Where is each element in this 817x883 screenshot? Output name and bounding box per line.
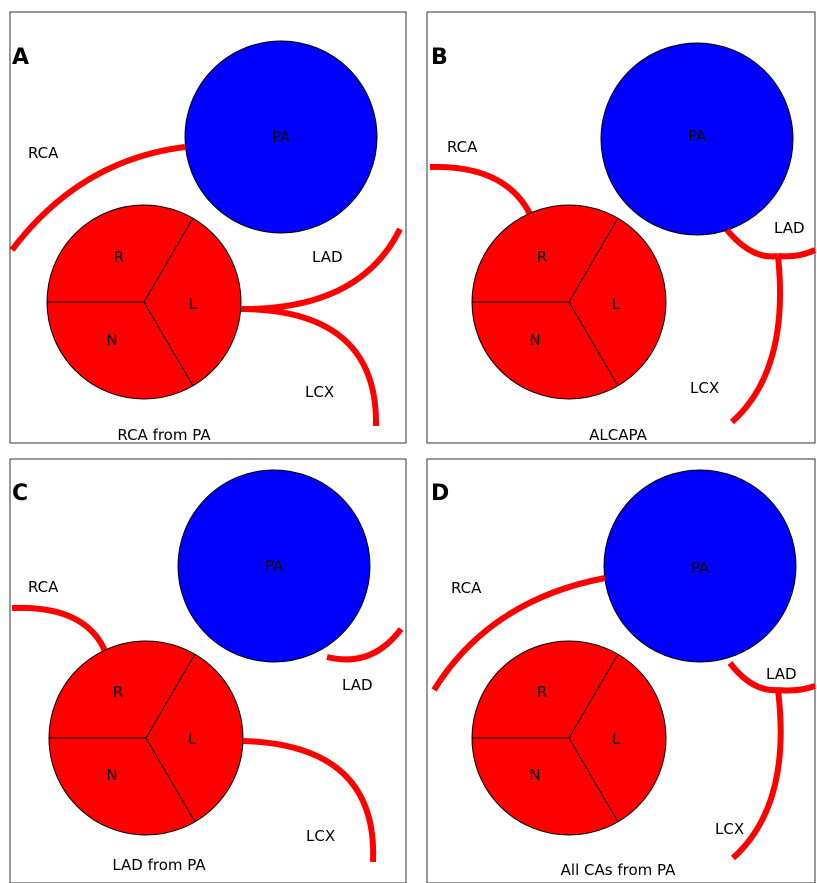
aortic-root [471, 204, 667, 400]
panel-b-frame [426, 11, 816, 444]
lad-vessel [240, 227, 403, 313]
left-cusp-label: L [612, 730, 621, 748]
panel-d-letter: D [431, 481, 449, 506]
noncoronary-cusp-label: N [529, 331, 540, 349]
panel-d-frame [426, 458, 816, 883]
noncoronary-cusp-label: N [106, 331, 117, 349]
lad-label: LAD [774, 219, 805, 237]
left-cusp-label: L [189, 295, 198, 313]
pa-label: PA [688, 127, 707, 145]
pa-label: PA [691, 559, 710, 577]
panel-c-frame [9, 458, 407, 883]
rca-label: RCA [447, 138, 478, 156]
panel-c-letter: C [12, 481, 28, 506]
aortic-root [46, 204, 242, 400]
noncoronary-cusp-label: N [106, 766, 117, 784]
lcx-label: LCX [306, 827, 335, 845]
rca-label: RCA [28, 578, 59, 596]
right-cusp-label: R [114, 248, 124, 266]
panel-b-letter: B [431, 45, 448, 70]
rca-vessel [9, 144, 186, 252]
cusp-divider-bottom [568, 301, 619, 387]
lad-vessel-distal [777, 683, 816, 694]
pa-label: PA [265, 557, 284, 575]
right-cusp-label: R [537, 248, 547, 266]
lad-vessel [724, 228, 779, 260]
lcx-label: LCX [715, 820, 744, 838]
rca-vessel [429, 163, 533, 216]
lad-vessel [326, 627, 404, 663]
right-cusp-label: R [113, 683, 123, 701]
pulmonary-artery [600, 42, 794, 236]
cusp-divider-top [143, 217, 194, 303]
left-cusp-label: L [612, 295, 621, 313]
lad-label: LAD [342, 676, 373, 694]
lcx-label: LCX [690, 379, 719, 397]
rca-label: RCA [451, 579, 482, 597]
cusp-divider-top [145, 653, 196, 739]
right-cusp-label: R [537, 683, 547, 701]
lad-label: LAD [766, 665, 797, 683]
pa-label: PA [272, 128, 291, 146]
cusp-divider-bottom [145, 737, 196, 823]
lcx-label: LCX [305, 383, 334, 401]
panel-d: D PA RCA R L N LAD LCX All CAs from PA [426, 458, 816, 883]
panel-a-frame [9, 11, 407, 444]
aortic-root [471, 640, 667, 836]
lad-label: LAD [312, 248, 343, 266]
left-cusp-label: L [188, 730, 197, 748]
lcx-vessel [730, 689, 784, 861]
rca-vessel [11, 604, 108, 653]
panel-a: A PA RCA R L N LAD LCX RCA from PA [9, 11, 407, 444]
panel-c-caption: LAD from PA [112, 856, 206, 874]
panel-d-caption: All CAs from PA [561, 861, 676, 879]
lcx-vessel [729, 255, 783, 425]
cusp-divider-top [568, 217, 619, 303]
pulmonary-artery [177, 469, 371, 663]
lcx-vessel [240, 306, 380, 427]
lcx-vessel [242, 738, 377, 863]
panel-a-letter: A [12, 45, 29, 70]
cusp-divider-bottom [568, 737, 619, 823]
cusp-divider-top [568, 653, 619, 739]
aortic-root [48, 640, 244, 836]
panel-b-caption: ALCAPA [589, 426, 647, 444]
panel-c: C PA RCA R L N LAD LCX LAD from PA [9, 458, 407, 883]
panel-a-caption: RCA from PA [117, 426, 211, 444]
noncoronary-cusp-label: N [529, 766, 540, 784]
rca-vessel [431, 575, 606, 692]
rca-label: RCA [28, 144, 59, 162]
lad-vessel [727, 661, 779, 694]
panel-b: B PA RCA R L N LAD LCX ALCAPA [426, 11, 817, 444]
pulmonary-artery [184, 40, 378, 234]
pulmonary-artery [603, 469, 797, 663]
cusp-divider-bottom [143, 301, 194, 387]
lad-vessel-distal [777, 247, 817, 260]
